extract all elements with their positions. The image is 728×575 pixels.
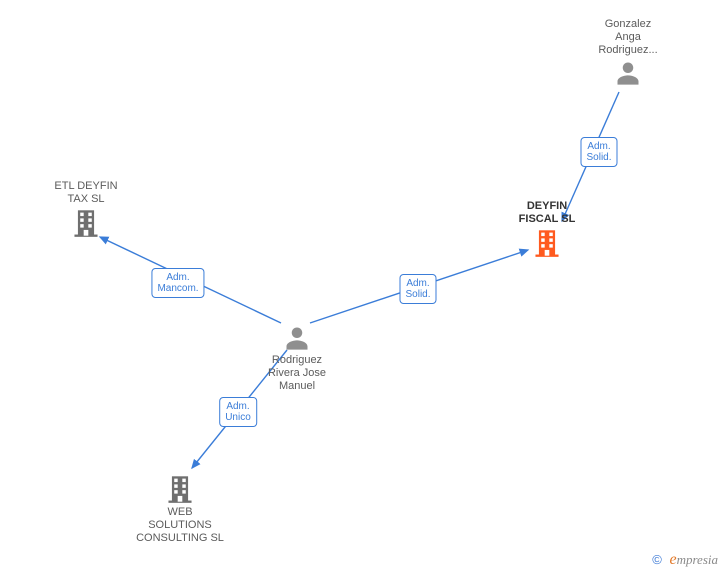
edge-label: Adm. Unico	[219, 397, 257, 427]
building-icon-wrap	[487, 228, 607, 258]
person-icon	[283, 324, 311, 352]
edge-label: Adm. Solid.	[399, 274, 436, 304]
copyright-brand: empresia	[669, 552, 718, 567]
node-etl_deyfin[interactable]: ETL DEYFIN TAX SL	[26, 180, 146, 240]
person-icon	[614, 59, 642, 87]
node-label: WEB SOLUTIONS CONSULTING SL	[120, 506, 240, 545]
node-label: Gonzalez Anga Rodriguez...	[568, 18, 688, 57]
node-label: ETL DEYFIN TAX SL	[26, 180, 146, 206]
building-icon	[72, 208, 100, 238]
node-gonzalez[interactable]: Gonzalez Anga Rodriguez...	[568, 18, 688, 89]
building-icon	[533, 228, 561, 258]
person-icon-wrap	[237, 324, 357, 352]
node-deyfin_fiscal[interactable]: DEYFIN FISCAL SL	[487, 200, 607, 260]
node-rodriguez[interactable]: Rodriguez Rivera Jose Manuel	[237, 322, 357, 393]
edge-label: Adm. Mancom.	[151, 268, 204, 298]
person-icon-wrap	[568, 59, 688, 87]
building-icon-wrap	[120, 474, 240, 504]
node-label: Rodriguez Rivera Jose Manuel	[237, 354, 357, 393]
copyright-symbol: ©	[652, 552, 662, 567]
node-label: DEYFIN FISCAL SL	[487, 200, 607, 226]
copyright: © empresia	[652, 551, 718, 569]
building-icon-wrap	[26, 208, 146, 238]
edge-label: Adm. Solid.	[580, 137, 617, 167]
node-web_solutions[interactable]: WEB SOLUTIONS CONSULTING SL	[120, 472, 240, 545]
building-icon	[166, 474, 194, 504]
network-diagram: Gonzalez Anga Rodriguez... DEYFIN FISCAL…	[0, 0, 728, 575]
